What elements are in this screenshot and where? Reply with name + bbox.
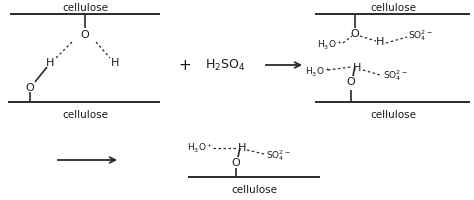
Text: O: O <box>26 83 35 93</box>
Text: cellulose: cellulose <box>62 3 108 13</box>
Text: cellulose: cellulose <box>231 185 277 195</box>
Text: H: H <box>46 58 54 68</box>
Text: H$_3$O$^+$: H$_3$O$^+$ <box>187 141 213 155</box>
Text: cellulose: cellulose <box>62 110 108 120</box>
Text: H: H <box>238 143 246 153</box>
Text: H$_3$O$^+$: H$_3$O$^+$ <box>305 65 331 79</box>
Text: +: + <box>179 58 191 72</box>
Text: SO$_4^{2-}$: SO$_4^{2-}$ <box>408 29 432 43</box>
Text: H: H <box>111 58 119 68</box>
Text: H$_3$O$^+$: H$_3$O$^+$ <box>317 38 343 52</box>
Text: cellulose: cellulose <box>370 3 416 13</box>
Text: O: O <box>81 30 90 40</box>
Text: cellulose: cellulose <box>370 110 416 120</box>
Text: H: H <box>376 37 384 47</box>
Text: SO$_4^{2-}$: SO$_4^{2-}$ <box>265 149 291 163</box>
Text: SO$_4^{2-}$: SO$_4^{2-}$ <box>383 69 407 83</box>
Text: H$_2$SO$_4$: H$_2$SO$_4$ <box>205 57 245 73</box>
Text: O: O <box>346 77 356 87</box>
Text: O: O <box>351 29 359 39</box>
Text: O: O <box>232 158 240 168</box>
Text: H: H <box>353 63 361 73</box>
